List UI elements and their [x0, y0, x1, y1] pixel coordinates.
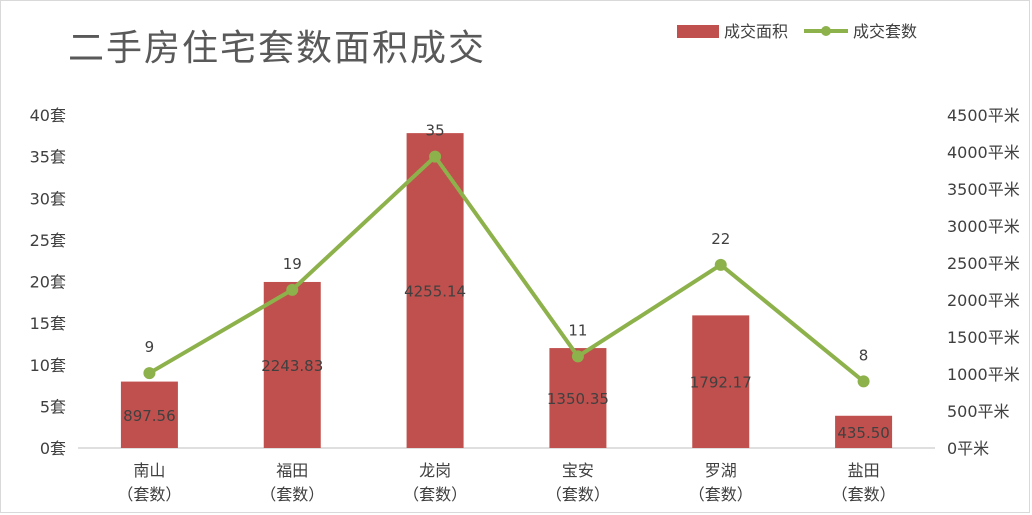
line-data-label: 11	[568, 321, 587, 339]
x-category-sublabel: （套数）	[832, 485, 896, 504]
bar	[549, 348, 607, 448]
y-right-tick-label: 0平米	[947, 439, 989, 458]
bar-data-label: 897.56	[123, 407, 176, 425]
y-left-tick-label: 15套	[30, 314, 66, 333]
y-right-tick-label: 1500平米	[947, 328, 1020, 347]
y-left-tick-label: 30套	[30, 189, 66, 208]
y-left-tick-label: 20套	[30, 273, 66, 292]
x-category-label: 宝安	[562, 461, 594, 480]
y-right-tick-label: 3500平米	[947, 180, 1020, 199]
legend: 成交面积 成交套数	[677, 22, 917, 41]
axes: 0套 5套 10套 15套 20套 25套 30套 35套 40套 0平米 500平米 1000平米 1…	[30, 106, 1020, 504]
x-category-sublabel: （套数）	[117, 485, 181, 504]
y-right-tick-label: 4500平米	[947, 106, 1020, 125]
x-category-sublabel: （套数）	[260, 485, 324, 504]
chart-title: 二手房住宅套数面积成交	[68, 28, 486, 69]
y-right-tick-label: 4000平米	[947, 143, 1020, 162]
bar	[835, 415, 893, 448]
line-data-label: 8	[859, 346, 869, 364]
bar	[120, 381, 178, 448]
y-left-tick-label: 5套	[40, 397, 66, 416]
y-left-tick-label: 40套	[30, 106, 66, 125]
y-right-tick-label: 3000平米	[947, 217, 1020, 236]
bar-data-label: 435.50	[837, 424, 890, 442]
line-data-label: 35	[426, 122, 445, 140]
x-category-label: 南山	[133, 461, 165, 480]
y-right-tick-label: 500平米	[947, 402, 1010, 421]
legend-line-label: 成交套数	[853, 22, 917, 41]
legend-bar-swatch	[677, 25, 719, 38]
bar-series	[120, 133, 893, 449]
line-data-label: 9	[145, 338, 155, 356]
x-category-sublabel: （套数）	[403, 485, 467, 504]
bar-data-label: 1350.35	[547, 390, 609, 408]
data-labels: 897.56 2243.83 4255.14 1350.35 1792.17 435.50…	[123, 122, 890, 442]
line-data-label: 22	[711, 230, 730, 248]
x-category-sublabel: （套数）	[689, 485, 753, 504]
x-category-label: 福田	[276, 461, 308, 480]
line-point	[429, 150, 442, 163]
y-left-tick-label: 25套	[30, 231, 66, 250]
line-point	[286, 283, 299, 296]
y-left-tick-label: 10套	[30, 356, 66, 375]
bar-data-label: 1792.17	[690, 374, 752, 392]
line-point	[143, 367, 156, 380]
line-data-label: 19	[283, 255, 302, 273]
x-category-sublabel: （套数）	[546, 485, 610, 504]
line-series	[143, 150, 870, 388]
bar-data-label: 4255.14	[404, 283, 466, 301]
y-left-tick-label: 0套	[40, 439, 66, 458]
x-category-label: 龙岗	[419, 461, 451, 480]
x-category-label: 罗湖	[705, 461, 737, 480]
y-left-tick-label: 35套	[30, 148, 66, 167]
x-category-label: 盐田	[848, 461, 880, 480]
bar-data-label: 2243.83	[261, 357, 323, 375]
line-point	[714, 258, 727, 271]
line-point	[857, 375, 870, 388]
line-point	[571, 350, 584, 363]
line-path	[148, 154, 865, 383]
y-right-tick-label: 2000平米	[947, 291, 1020, 310]
y-right-tick-label: 1000平米	[947, 365, 1020, 384]
legend-line-marker	[821, 26, 831, 36]
y-right-tick-label: 2500平米	[947, 254, 1020, 273]
bar	[263, 281, 321, 448]
legend-bar-label: 成交面积	[724, 22, 788, 41]
bar	[692, 315, 750, 448]
